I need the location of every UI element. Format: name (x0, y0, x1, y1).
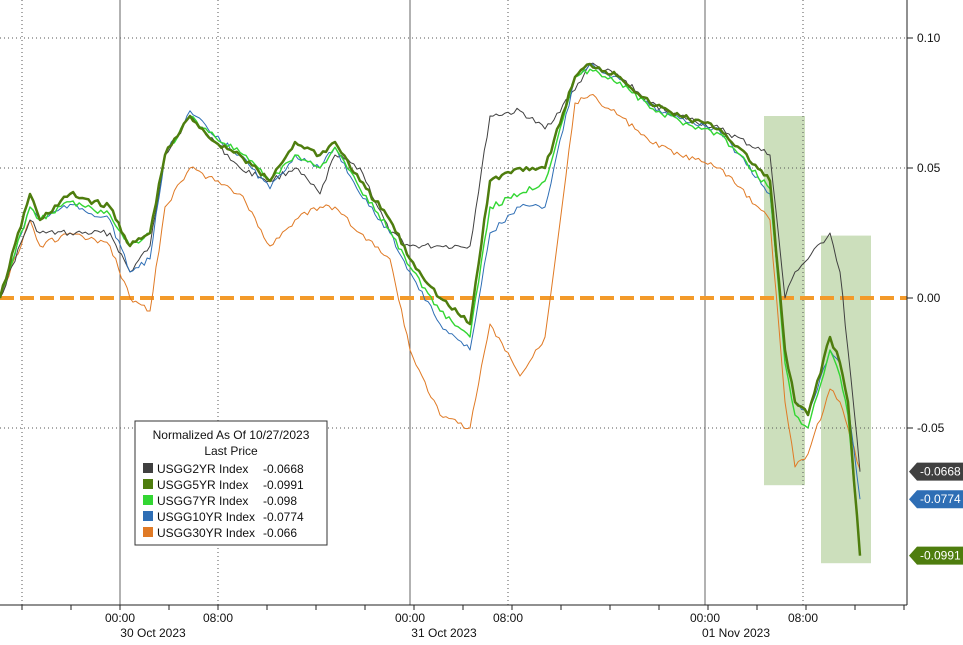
end-label-tag-3 (909, 546, 963, 565)
x-time-label: 08:00 (203, 611, 233, 625)
x-time-label: 08:00 (493, 611, 523, 625)
x-tick-labels: 00:00 08:00 00:00 08:00 00:00 08:00 30 Oct 202… (105, 611, 818, 640)
legend-swatch (143, 463, 153, 473)
legend-label: USGG30YR Index (157, 526, 255, 540)
x-time-label: 00:00 (105, 611, 135, 625)
legend-box (134, 420, 328, 546)
series-line-usgg10yr-index (0, 63, 861, 500)
legend-value: -0.0774 (263, 510, 304, 524)
highlight-box-2 (821, 235, 871, 564)
legend-value: -0.0668 (263, 462, 304, 476)
x-time-label: 08:00 (788, 611, 818, 625)
legend-value: -0.066 (263, 526, 297, 540)
end-label-text: -0.0774 (920, 492, 961, 506)
highlight-box-1 (764, 116, 805, 486)
x-time-label: 00:00 (395, 611, 425, 625)
legend-swatch (143, 527, 153, 537)
legend-label: USGG10YR Index (157, 510, 255, 524)
series-line-usgg5yr-index (0, 62, 862, 556)
end-label-tag-2 (909, 490, 963, 509)
legend-swatch (143, 511, 153, 521)
series-line-usgg2yr-index (0, 62, 861, 472)
legend-value: -0.0991 (263, 478, 304, 492)
legend-swatch (143, 495, 153, 505)
end-label-tag-1 (909, 462, 963, 481)
legend-label: USGG7YR Index (157, 494, 248, 508)
end-label-text: -0.0668 (920, 465, 961, 479)
x-date-label: 30 Oct 2023 (120, 626, 186, 640)
end-label-text: -0.0991 (920, 549, 961, 563)
y-tick-label: -0.05 (917, 421, 945, 435)
series-lines (0, 62, 862, 556)
series-line-usgg7yr-index (0, 68, 861, 553)
end-value-labels: -0.0668 -0.0774 -0.0991 (909, 462, 963, 565)
series-line-usgg30yr-index (0, 94, 861, 470)
legend-swatch (143, 479, 153, 489)
legend-label: USGG5YR Index (157, 478, 248, 492)
legend-subtitle: Last Price (204, 444, 258, 458)
legend-value: -0.098 (263, 494, 297, 508)
highlight-boxes (764, 116, 871, 564)
y-tick-labels: 0.10 0.05 0.00 -0.05 (917, 31, 945, 435)
legend: Normalized As Of 10/27/2023 Last Price USG… (134, 420, 328, 546)
y-tick-label: 0.05 (917, 161, 941, 175)
legend-label: USGG2YR Index (157, 462, 248, 476)
y-tick-label: 0.10 (917, 31, 941, 45)
y-tick-label: 0.00 (917, 291, 941, 305)
legend-title: Normalized As Of 10/27/2023 (153, 428, 310, 442)
axes (0, 0, 913, 610)
grid-lines (0, 0, 907, 605)
x-date-label: 01 Nov 2023 (702, 626, 770, 640)
x-date-label: 31 Oct 2023 (411, 626, 477, 640)
x-time-label: 00:00 (690, 611, 720, 625)
